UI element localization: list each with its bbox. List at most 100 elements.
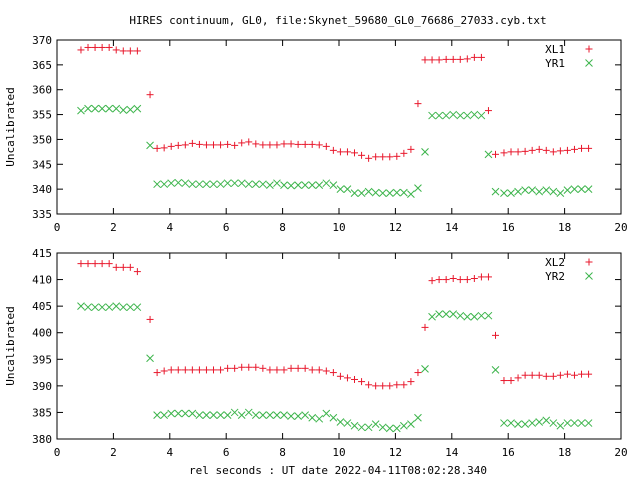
marker-stroke bbox=[84, 303, 92, 312]
data-point bbox=[98, 104, 106, 113]
marker-stroke bbox=[77, 302, 85, 310]
marker-stroke bbox=[570, 419, 579, 427]
data-point bbox=[91, 303, 99, 312]
data-point bbox=[570, 371, 578, 379]
marker-stroke bbox=[421, 364, 429, 373]
data-point bbox=[167, 179, 176, 188]
data-point bbox=[77, 302, 85, 310]
marker-stroke bbox=[181, 409, 190, 418]
data-point bbox=[563, 370, 571, 378]
data-point bbox=[484, 311, 493, 320]
marker-stroke bbox=[244, 180, 253, 189]
y-tick-label: 400 bbox=[32, 327, 52, 340]
marker-stroke bbox=[507, 189, 515, 197]
marker-stroke bbox=[259, 180, 267, 189]
data-point bbox=[280, 411, 288, 419]
data-point bbox=[577, 185, 586, 193]
data-point bbox=[542, 186, 551, 194]
data-point bbox=[492, 331, 500, 339]
marker-stroke bbox=[146, 354, 154, 363]
y-tick-label: 380 bbox=[32, 433, 52, 446]
marker-stroke bbox=[470, 110, 479, 119]
data-point bbox=[407, 378, 415, 386]
data-point bbox=[273, 411, 281, 419]
y-tick-label: 385 bbox=[32, 406, 52, 419]
marker-stroke bbox=[343, 185, 352, 193]
data-point bbox=[329, 369, 337, 377]
data-point bbox=[230, 408, 239, 417]
data-point bbox=[350, 421, 359, 430]
marker-stroke bbox=[105, 104, 114, 113]
data-point bbox=[230, 179, 239, 188]
data-point bbox=[112, 302, 121, 310]
data-point bbox=[570, 185, 579, 193]
x-tick-label: 12 bbox=[389, 446, 402, 459]
data-point bbox=[400, 421, 408, 430]
data-point bbox=[112, 46, 120, 54]
data-point bbox=[188, 366, 196, 374]
y-tick-label: 365 bbox=[32, 59, 52, 72]
data-point bbox=[202, 411, 211, 419]
marker-stroke bbox=[428, 111, 436, 120]
marker-stroke bbox=[336, 418, 345, 426]
y-tick-label: 405 bbox=[32, 300, 52, 313]
y-tick-label: 355 bbox=[32, 109, 52, 122]
data-point bbox=[119, 106, 128, 114]
data-point bbox=[329, 413, 338, 422]
data-point bbox=[542, 416, 551, 425]
marker-stroke bbox=[549, 187, 558, 196]
data-point bbox=[521, 147, 529, 155]
marker-stroke bbox=[133, 303, 142, 312]
data-point bbox=[84, 104, 92, 113]
data-point bbox=[259, 411, 267, 419]
x-tick-label: 20 bbox=[614, 221, 627, 234]
marker-stroke bbox=[105, 303, 114, 312]
data-point bbox=[507, 377, 515, 385]
data-point bbox=[77, 46, 85, 54]
series-xl2 bbox=[77, 260, 593, 390]
marker-stroke bbox=[294, 412, 302, 421]
data-point bbox=[442, 310, 451, 318]
data-point bbox=[105, 43, 113, 51]
marker-stroke bbox=[259, 411, 267, 419]
marker-stroke bbox=[456, 311, 465, 320]
data-point bbox=[126, 303, 135, 312]
marker-stroke bbox=[428, 312, 436, 321]
data-point bbox=[133, 104, 142, 113]
data-point bbox=[407, 190, 415, 198]
marker-stroke bbox=[322, 409, 331, 418]
data-point bbox=[181, 179, 190, 188]
marker-stroke bbox=[188, 180, 197, 189]
data-point bbox=[463, 276, 471, 284]
data-point bbox=[146, 354, 154, 363]
data-point bbox=[563, 419, 572, 427]
data-point bbox=[287, 364, 295, 372]
data-point bbox=[514, 187, 522, 196]
data-point bbox=[202, 141, 210, 149]
data-point bbox=[442, 111, 451, 120]
data-point bbox=[385, 424, 394, 433]
marker-stroke bbox=[153, 180, 161, 189]
data-point bbox=[195, 411, 204, 419]
data-point bbox=[428, 277, 436, 285]
marker-stroke bbox=[477, 111, 486, 120]
data-point bbox=[521, 420, 529, 428]
x-tick-label: 10 bbox=[332, 221, 345, 234]
y-tick-label: 360 bbox=[32, 84, 52, 97]
data-point bbox=[364, 187, 373, 196]
data-point bbox=[372, 153, 380, 161]
marker-stroke bbox=[315, 414, 324, 423]
data-point bbox=[514, 148, 522, 156]
data-point bbox=[470, 53, 478, 61]
marker-stroke bbox=[119, 303, 128, 312]
data-point bbox=[259, 364, 267, 372]
x-tick-label: 16 bbox=[502, 446, 515, 459]
data-point bbox=[160, 180, 169, 189]
data-point bbox=[542, 146, 550, 154]
data-point bbox=[463, 312, 472, 321]
marker-stroke bbox=[350, 421, 359, 430]
data-point bbox=[435, 310, 443, 318]
data-point bbox=[456, 276, 464, 284]
legend-label: YR2 bbox=[545, 270, 565, 283]
